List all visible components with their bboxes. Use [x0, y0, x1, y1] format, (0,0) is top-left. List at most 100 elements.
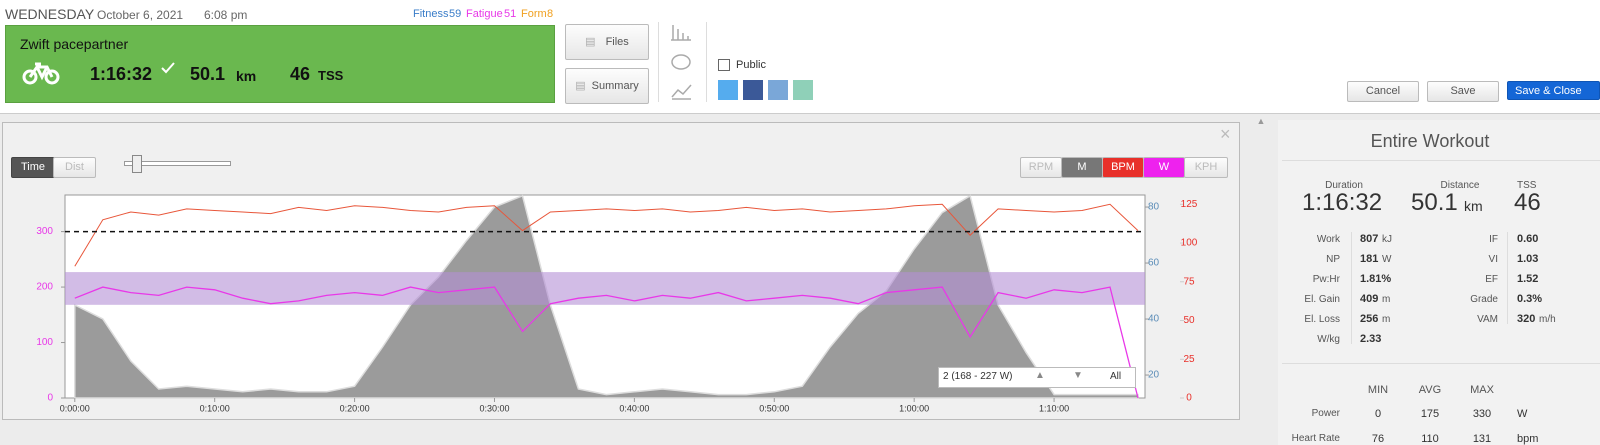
metric-label: W/kg [1317, 334, 1340, 345]
y3-tick-label: 75 [1183, 276, 1195, 287]
y2-tick-label: 60 [1148, 258, 1160, 269]
rpm-toggle[interactable]: RPM [1020, 157, 1062, 178]
row-label: Heart Rate [1291, 433, 1340, 444]
time-toggle[interactable]: Time [11, 157, 55, 178]
summary-button[interactable]: ▤ Summary [565, 68, 649, 104]
tss-unit: TSS [318, 68, 344, 83]
kph-toggle[interactable]: KPH [1184, 157, 1228, 178]
bike-icon [22, 62, 60, 85]
fatigue-label: Fatigue [466, 8, 503, 20]
workout-duration: 1:16:32 [90, 64, 153, 84]
row-unit: W [1517, 408, 1528, 420]
facebook-button[interactable] [743, 80, 763, 100]
x-tick-label: 0:30:00 [479, 403, 509, 413]
x-tick-label: 0:50:00 [759, 403, 789, 413]
zone-down[interactable]: ▼ [1073, 370, 1083, 381]
public-label: Public [736, 59, 766, 71]
metric-label: El. Gain [1304, 294, 1340, 305]
y-tick-label: 300 [36, 226, 53, 237]
scrollbar[interactable]: ▲ [1252, 116, 1270, 445]
metric-label: NP [1326, 254, 1340, 265]
heart-rate-line [74, 203, 1139, 267]
workout-tss: 46 [290, 64, 311, 84]
y3-tick-label: 50 [1183, 315, 1195, 326]
files-button[interactable]: ▤ Files [565, 24, 649, 60]
metric-unit: m/h [1539, 314, 1556, 325]
y-tick-label: 200 [36, 282, 53, 293]
form-label: Form [521, 8, 547, 20]
metric-value: 181 [1360, 253, 1379, 265]
form: 8 [547, 8, 554, 20]
fitness: 59 [449, 8, 462, 20]
table-header: MAX [1470, 384, 1494, 396]
zoom-slider[interactable] [124, 161, 231, 166]
cancel-button[interactable]: Cancel [1347, 81, 1419, 102]
x-tick-label: 0:20:00 [340, 403, 370, 413]
y3-tick-label: 0 [1186, 393, 1192, 404]
email-button[interactable] [793, 80, 813, 100]
metric-value: 409 [1360, 293, 1379, 305]
public-checkbox[interactable] [718, 59, 730, 71]
x-tick-label: 1:10:00 [1039, 403, 1069, 413]
cell: 0 [1374, 408, 1382, 420]
metric-divider [1507, 232, 1508, 324]
table-header: AVG [1418, 384, 1442, 396]
metric-value: 1.03 [1517, 253, 1539, 265]
metric-unit: W [1382, 254, 1392, 265]
link-button[interactable] [768, 80, 788, 100]
fatigue: 51 [504, 8, 517, 20]
metric-value: 1.81% [1360, 273, 1392, 285]
y2-tick-label: 20 [1148, 370, 1160, 381]
zone-up[interactable]: ▲ [1035, 370, 1045, 381]
twitter-button[interactable] [718, 80, 738, 100]
metric-label: EF [1485, 274, 1498, 285]
y2-tick-label: 80 [1148, 202, 1160, 213]
date: October 6, 2021 [97, 8, 184, 22]
y3-tick-label: 100 [1181, 238, 1198, 249]
metric-label: Pw:Hr [1312, 274, 1340, 285]
metric-label: VI [1488, 254, 1498, 265]
zone-all[interactable]: All [1110, 371, 1122, 382]
workout-card[interactable] [5, 25, 555, 103]
check-icon [161, 62, 175, 74]
x-tick-label: 0:00:00 [60, 403, 90, 413]
metric-value: 320 [1517, 313, 1536, 325]
cell: 131 [1472, 433, 1492, 445]
dist-toggle[interactable]: Dist [53, 157, 96, 178]
metric-value: 0.60 [1517, 233, 1539, 245]
tss-value: 46 [1514, 189, 1541, 216]
sidebar-title: Entire Workout [1370, 131, 1490, 151]
zoom-handle[interactable] [132, 155, 142, 173]
save-close-button[interactable]: Save & Close [1507, 81, 1600, 100]
cell: 175 [1420, 408, 1440, 420]
distance-unit: km [236, 68, 257, 84]
summary-label: Summary [591, 80, 639, 92]
x-tick-label: 0:40:00 [619, 403, 649, 413]
metric-unit: kJ [1382, 234, 1392, 245]
row-unit: bpm [1517, 433, 1539, 445]
sidebar [1278, 120, 1600, 445]
tss-label: TSS [1517, 180, 1537, 191]
metric-value: 256 [1360, 313, 1379, 325]
metric-label: VAM [1477, 314, 1498, 325]
files-label: Files [605, 36, 629, 48]
x-tick-label: 0:10:00 [200, 403, 230, 413]
distance-value: 50.1 [1411, 189, 1458, 216]
zone-label: 2 (168 - 227 W) [943, 371, 1013, 382]
metric-unit: m [1382, 314, 1391, 325]
y2-tick-label: 40 [1148, 314, 1160, 325]
cell: 76 [1371, 433, 1385, 445]
workout-distance: 50.1 [190, 64, 226, 84]
tool-icons[interactable] [670, 22, 694, 102]
close-chart[interactable]: × [1220, 124, 1231, 144]
zone-band [65, 272, 1145, 305]
y3-tick-label: 125 [1181, 199, 1198, 210]
m-toggle[interactable]: M [1061, 157, 1103, 178]
metric-label: Grade [1470, 294, 1498, 305]
metric-divider [1351, 232, 1352, 344]
chart: 0 100 200 300 20 40 60 80 0 25 50 75 100 125 0:00:00 0:… [36, 194, 1198, 413]
elevation-area [74, 194, 1139, 399]
x-tick-label: 1:00:00 [899, 403, 929, 413]
save-button[interactable]: Save [1427, 81, 1499, 102]
